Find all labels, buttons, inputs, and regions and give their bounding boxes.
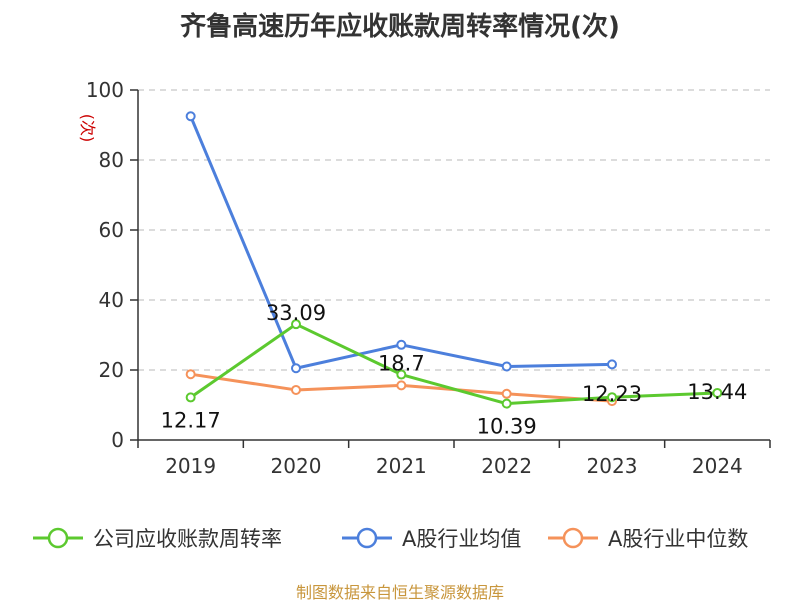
legend-label: A股行业均值 <box>402 527 521 551</box>
y-tick-label: 20 <box>99 358 124 382</box>
data-label: 18.7 <box>378 352 425 376</box>
x-tick-label: 2022 <box>481 454 532 478</box>
data-label: 10.39 <box>477 415 537 439</box>
data-point <box>185 392 196 403</box>
data-point <box>291 384 301 395</box>
x-ticks: 2019 2020 2021 2022 2023 2024 <box>137 440 771 478</box>
data-point <box>291 319 301 330</box>
data-point <box>712 387 723 398</box>
y-tick-label: 40 <box>99 288 124 312</box>
legend-marker <box>356 527 378 549</box>
x-tick-label: 2023 <box>587 454 638 478</box>
data-point <box>396 339 407 350</box>
legend: 公司应收账款周转率 A股行业均值 A股行业中位数 <box>33 527 748 551</box>
data-point <box>185 369 196 380</box>
legend-marker <box>562 527 584 549</box>
data-point <box>185 111 196 122</box>
x-tick-label: 2021 <box>376 454 427 478</box>
data-point <box>607 359 617 370</box>
y-tick-label: 80 <box>99 148 124 172</box>
data-labels: 12.17 33.09 18.7 10.39 12.23 13.44 <box>161 301 748 438</box>
data-point <box>501 398 512 409</box>
grid-lines <box>138 89 770 371</box>
legend-marker <box>47 527 69 549</box>
series-group <box>185 111 723 409</box>
axes <box>137 90 770 441</box>
y-tick-label: 100 <box>86 78 124 102</box>
y-tick-label: 0 <box>111 428 124 452</box>
y-tick-label: 60 <box>99 218 124 242</box>
data-label: 12.17 <box>161 408 221 432</box>
series-line-1 <box>189 115 613 370</box>
chart-title: 齐鲁高速历年应收账款周转率情况(次) <box>180 12 620 42</box>
x-tick-label: 2024 <box>692 454 743 478</box>
x-tick-label: 2019 <box>165 454 216 478</box>
source-note: 制图数据来自恒生聚源数据库 <box>295 583 504 602</box>
x-tick-label: 2020 <box>271 454 322 478</box>
data-label: 33.09 <box>266 301 326 325</box>
data-point <box>396 369 407 380</box>
y-axis-label: (次) <box>78 114 97 143</box>
data-label: 12.23 <box>582 382 642 406</box>
data-label: 13.44 <box>687 380 747 404</box>
data-point <box>291 363 301 374</box>
legend-label: A股行业中位数 <box>608 527 748 551</box>
y-ticks: 0 20 40 60 80 100 <box>86 78 138 452</box>
data-point <box>607 392 617 403</box>
data-point <box>396 380 407 391</box>
data-point <box>501 361 512 372</box>
legend-label: 公司应收账款周转率 <box>93 527 282 551</box>
data-point <box>501 388 512 399</box>
series-line-0 <box>189 322 718 406</box>
